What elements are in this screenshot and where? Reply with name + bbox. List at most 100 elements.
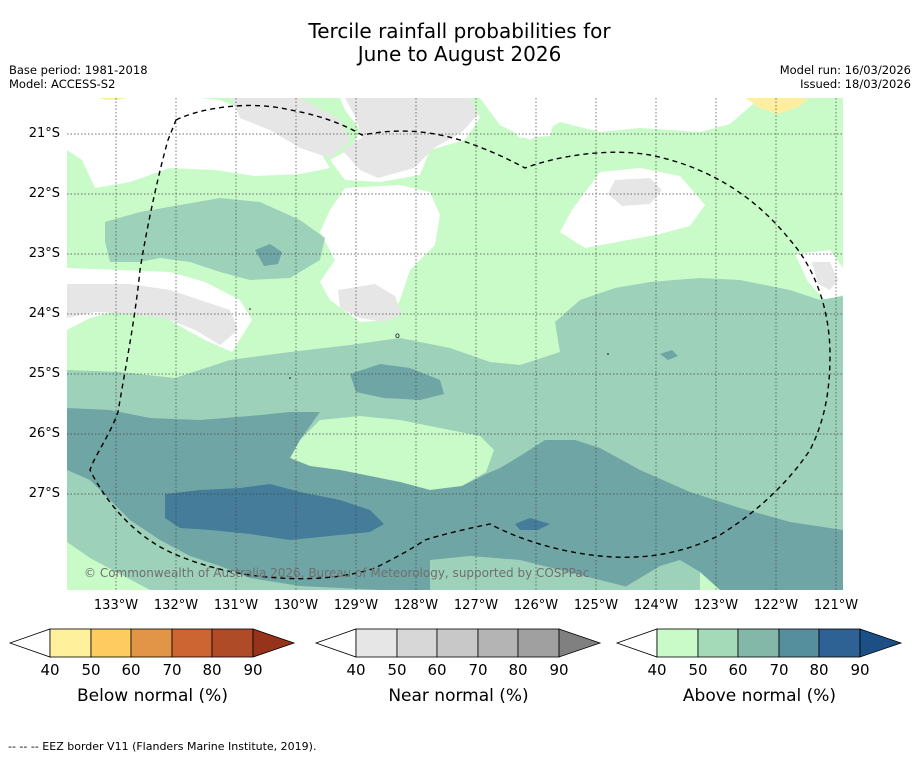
title-line-1: Tercile rainfall probabilities for	[308, 19, 611, 43]
lon-label-121w: 121°W	[813, 598, 859, 613]
colorbar-below-high-arrow	[252, 628, 296, 658]
colorbar-above-title: Above normal (%)	[682, 686, 837, 706]
copyright-text: © Commonwealth of Australia 2026, Bureau…	[84, 566, 589, 580]
lon-label-126w: 126°W	[513, 598, 559, 613]
cb-near-tick: 80	[508, 661, 528, 679]
lon-label-124w: 124°W	[633, 598, 679, 613]
colorbar-above-50	[656, 628, 699, 658]
colorbar-near-low-arrow	[314, 628, 357, 658]
cb-below-tick: 90	[243, 661, 263, 679]
lon-label-123w: 123°W	[693, 598, 739, 613]
meta-left: Base period: 1981-2018 Model: ACCESS-S2	[9, 63, 148, 91]
lat-label-21s: 21°S	[28, 126, 60, 141]
colorbar-above-high-arrow	[859, 628, 903, 658]
colorbar-below-60	[90, 628, 132, 658]
model-run: Model run: 16/03/2026	[779, 63, 911, 77]
cb-above-tick: 70	[769, 661, 789, 679]
lat-label-23s: 23°S	[28, 246, 60, 261]
colorbar-near-50	[355, 628, 398, 658]
lat-label-27s: 27°S	[28, 486, 60, 501]
cb-near-tick: 70	[468, 661, 488, 679]
island-dot-1	[249, 308, 251, 310]
colorbar-below-90	[211, 628, 254, 658]
lon-label-131w: 131°W	[213, 598, 259, 613]
island-dot-3	[607, 353, 609, 355]
near-normal-patch-5	[608, 178, 662, 206]
colorbar-above-80	[778, 628, 820, 658]
cb-above-tick: 60	[728, 661, 748, 679]
colorbar-above-low-arrow	[615, 628, 658, 658]
above-40-inner-south	[290, 416, 494, 490]
above-50-inner-sw	[67, 470, 380, 590]
lon-label-132w: 132°W	[153, 598, 199, 613]
eez-footnote: -- -- -- EEZ border V11 (Flanders Marine…	[8, 740, 317, 753]
colorbar-below-low-arrow	[8, 628, 51, 658]
colorbar-near-80	[477, 628, 519, 658]
lon-label-125w: 125°W	[573, 598, 619, 613]
cb-above-tick: 40	[647, 661, 667, 679]
map-title: Tercile rainfall probabilities for June …	[0, 20, 919, 66]
cb-near-tick: 40	[346, 661, 366, 679]
lon-label-122w: 122°W	[753, 598, 799, 613]
cb-below-tick: 50	[81, 661, 101, 679]
near-normal-patch-6	[812, 262, 838, 290]
colorbar-near-70	[436, 628, 479, 658]
below-normal-patch-2	[98, 98, 126, 100]
colorbar-below-title: Below normal (%)	[77, 686, 228, 706]
colorbar-below-70	[130, 628, 173, 658]
above-60-west-patch	[255, 244, 282, 266]
issued-date: Issued: 18/03/2026	[800, 77, 911, 91]
cb-below-tick: 60	[121, 661, 141, 679]
cb-below-tick: 40	[40, 661, 60, 679]
above-40-inner-sw	[67, 542, 150, 590]
cb-near-tick: 50	[387, 661, 407, 679]
lat-label-25s: 25°S	[28, 366, 60, 381]
colorbar-above-90	[818, 628, 861, 658]
above-60-region	[67, 408, 843, 590]
model-name: Model: ACCESS-S2	[9, 77, 116, 91]
colorbar-above-70	[737, 628, 780, 658]
colorbar-near-60	[396, 628, 438, 658]
base-period: Base period: 1981-2018	[9, 63, 148, 77]
lat-label-24s: 24°S	[28, 306, 60, 321]
cb-above-tick: 50	[688, 661, 708, 679]
above-50-inner-s	[430, 556, 640, 590]
cb-near-tick: 90	[549, 661, 569, 679]
colorbar-below-80	[171, 628, 213, 658]
lon-label-133w: 133°W	[93, 598, 139, 613]
island-marker: o	[395, 331, 400, 340]
meta-right: Model run: 16/03/2026 Issued: 18/03/2026	[780, 63, 911, 91]
lon-label-128w: 128°W	[393, 598, 439, 613]
title-line-2: June to August 2026	[357, 42, 562, 66]
cb-below-tick: 80	[202, 661, 222, 679]
near-normal-patch-4	[338, 284, 402, 322]
white-hole-centre	[320, 185, 440, 322]
colorbar-below	[8, 628, 296, 658]
lon-label-127w: 127°W	[453, 598, 499, 613]
cb-above-tick: 80	[809, 661, 829, 679]
lon-label-129w: 129°W	[333, 598, 379, 613]
cb-below-tick: 70	[162, 661, 182, 679]
above-60-small-patch	[660, 350, 678, 360]
below-normal-patch-1	[745, 98, 808, 114]
above-70-region	[165, 484, 384, 540]
above-70-small-patch	[515, 518, 550, 530]
colorbar-near-title: Near normal (%)	[388, 686, 529, 706]
cb-near-tick: 60	[427, 661, 447, 679]
near-normal-patch-1	[342, 98, 478, 178]
island-dot-2	[289, 377, 291, 379]
probability-map: o © Commonwealth of Australia 2026, Bure…	[67, 98, 843, 590]
colorbar-near-high-arrow	[558, 628, 602, 658]
colorbar-near-90	[517, 628, 560, 658]
graticule	[67, 98, 843, 590]
eez-border	[89, 104, 831, 580]
lat-label-22s: 22°S	[28, 186, 60, 201]
colorbar-above-60	[697, 628, 739, 658]
lon-label-130w: 130°W	[273, 598, 319, 613]
colorbar-near	[314, 628, 602, 658]
near-normal-patch-2	[232, 98, 350, 158]
near-normal-patch-3	[67, 284, 238, 345]
above-60-mid-patch	[350, 364, 444, 400]
cb-above-tick: 90	[850, 661, 870, 679]
lat-label-26s: 26°S	[28, 426, 60, 441]
